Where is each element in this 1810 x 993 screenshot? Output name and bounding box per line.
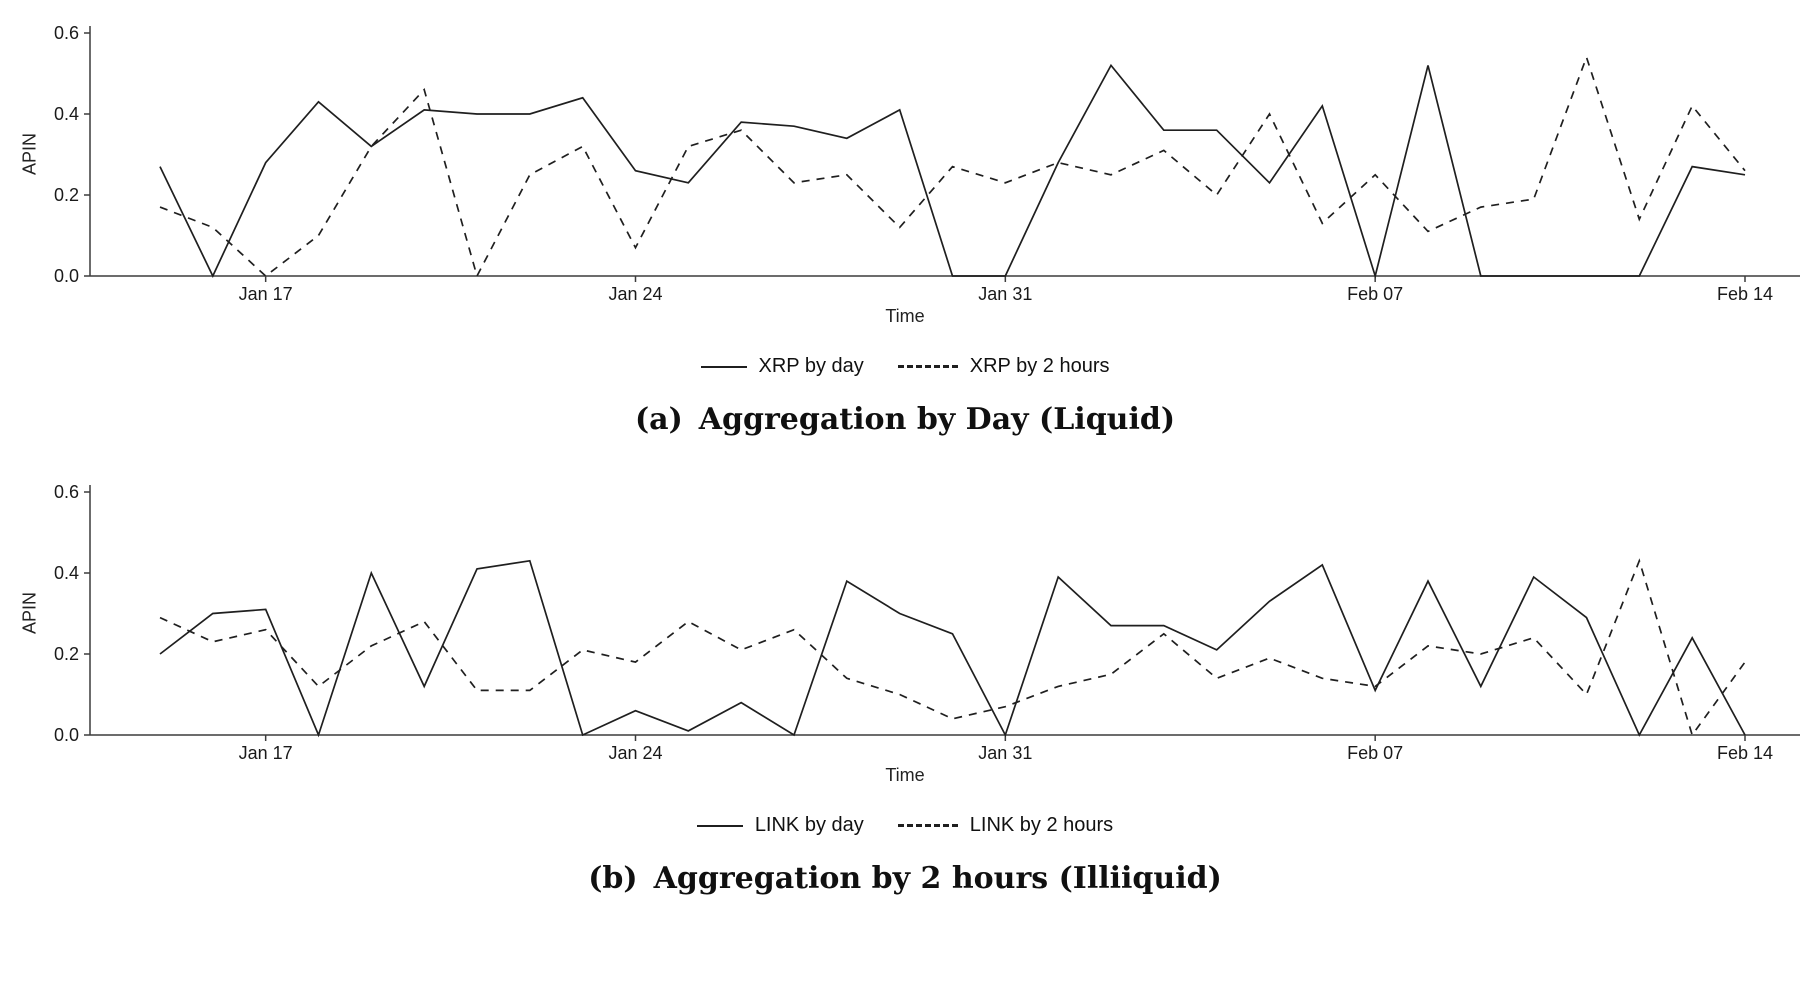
solid-line-sample [700, 365, 747, 368]
caption-b: (b) Aggregation by 2 hours (Illiiquid) [0, 861, 1810, 896]
y-tick-label: 0.0 [54, 266, 79, 286]
x-axis-label: Time [885, 765, 925, 785]
dashed-line-sample [897, 365, 958, 368]
series-line-solid [159, 63, 1746, 280]
x-tick-label: Feb 14 [1717, 743, 1773, 763]
caption-prefix: (a) [634, 402, 683, 437]
legend-item: XRP by day [700, 355, 864, 378]
chart-b: APIN 0.0 0.2 0.4 0.6 Jan 17 Jan 24 Jan 31 Feb 0… [0, 467, 1810, 767]
legend-label: XRP by day [758, 355, 864, 377]
y-tick-label: 0.6 [54, 482, 79, 502]
caption-a: (a) Aggregation by Day (Liquid) [0, 402, 1810, 437]
y-tick-label: 0.2 [54, 185, 79, 205]
x-tick-label: Jan 24 [608, 284, 662, 304]
x-tick-label: Feb 07 [1347, 284, 1403, 304]
x-tick-label: Jan 31 [978, 743, 1032, 763]
caption-text: Aggregation by Day (Liquid) [698, 402, 1176, 437]
figure-panel-a: APIN 0.0 0.2 0.4 0.6 Jan 17 Jan 24 Jan 31 Feb 0… [0, 8, 1810, 437]
legend-b: LINK by day LINK by 2 hours [0, 814, 1810, 837]
y-tick-label: 0.4 [54, 563, 79, 583]
series-line-dashed [159, 558, 1746, 737]
x-tick-label: Jan 17 [239, 284, 293, 304]
caption-prefix: (b) [588, 861, 638, 896]
legend-label: LINK by 2 hours [969, 814, 1114, 836]
y-tick-label: 0.6 [54, 23, 79, 43]
legend-a: XRP by day XRP by 2 hours [0, 355, 1810, 378]
legend-label: LINK by day [754, 814, 864, 836]
legend-item: XRP by 2 hours [897, 355, 1110, 378]
y-axis-label: APIN [19, 132, 40, 176]
chart-a: APIN 0.0 0.2 0.4 0.6 Jan 17 Jan 24 Jan 31 Feb 0… [0, 8, 1810, 308]
series-line-solid [159, 559, 1746, 738]
chart-b-plot: 0.0 0.2 0.4 0.6 Jan 17 Jan 24 Jan 31 Feb 07 Feb … [54, 482, 1800, 763]
x-axis-label: Time [885, 306, 925, 326]
y-tick-label: 0.4 [54, 104, 79, 124]
x-tick-label: Feb 14 [1717, 284, 1773, 304]
y-tick-label: 0.2 [54, 644, 79, 664]
caption-text: Aggregation by 2 hours (Illiiquid) [653, 861, 1222, 896]
solid-line-sample [696, 824, 743, 827]
series-line-dashed [159, 54, 1746, 279]
x-tick-label: Feb 07 [1347, 743, 1403, 763]
legend-item: LINK by day [696, 814, 864, 837]
legend-label: XRP by 2 hours [969, 355, 1110, 377]
x-tick-label: Jan 17 [239, 743, 293, 763]
dashed-line-sample [897, 824, 958, 827]
chart-a-plot: 0.0 0.2 0.4 0.6 Jan 17 Jan 24 Jan 31 Feb 07 Feb … [54, 23, 1800, 304]
x-tick-label: Jan 24 [608, 743, 662, 763]
figure-panel-b: APIN 0.0 0.2 0.4 0.6 Jan 17 Jan 24 Jan 31 Feb 0… [0, 467, 1810, 896]
y-axis-label: APIN [19, 591, 40, 635]
x-tick-label: Jan 31 [978, 284, 1032, 304]
legend-item: LINK by 2 hours [897, 814, 1114, 837]
y-tick-label: 0.0 [54, 725, 79, 745]
